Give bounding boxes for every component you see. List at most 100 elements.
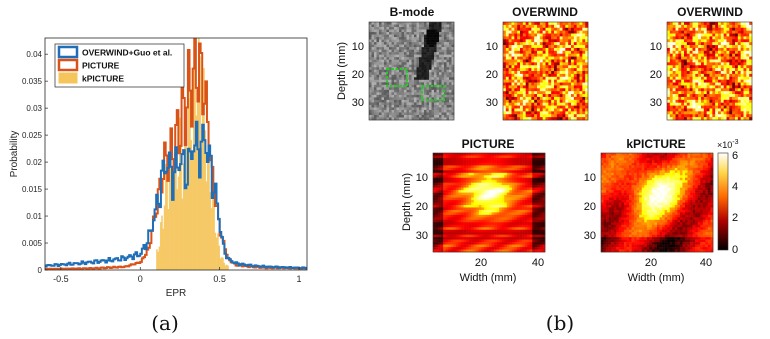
b-mode-pixel: [416, 117, 420, 121]
overwind-pixel: [571, 30, 575, 34]
b-mode-pixel: [424, 84, 427, 88]
picture-pixel: [524, 195, 528, 198]
picture-pixel: [529, 175, 533, 179]
overwind-pixel: [684, 36, 688, 40]
overwind-pixel: [562, 45, 566, 49]
picture-pixel: [473, 217, 477, 221]
b-mode-pixel: [391, 84, 395, 88]
picture-pixel: [453, 214, 457, 218]
picture-pixel: [463, 202, 467, 206]
b-mode-pixel: [446, 64, 450, 68]
overwind-pixel: [706, 42, 710, 46]
picture-pixel: [483, 200, 487, 203]
overwind-pixel: [545, 99, 549, 103]
b-mode-pixel: [384, 112, 387, 116]
overwind-pixel: [695, 68, 699, 72]
overwind-pixel: [737, 53, 741, 57]
histogram-bar-kpicture: [195, 115, 198, 270]
picture-pixel: [461, 200, 464, 203]
b-mode-pixel: [444, 22, 447, 25]
overwind-pixel: [534, 62, 538, 66]
picture-pixel: [440, 229, 444, 233]
b-mode-pixel: [369, 64, 372, 68]
b-mode-pixel: [369, 84, 372, 88]
overwind-pixel: [695, 114, 699, 118]
picture-pixel: [443, 200, 446, 203]
overwind-pixel: [715, 105, 719, 109]
overwind-pixel: [672, 30, 676, 34]
picture-pixel: [514, 227, 518, 230]
picture-pixel: [519, 195, 523, 198]
b-mode-pixel: [451, 49, 455, 53]
b-mode-pixel: [409, 107, 412, 111]
picture-pixel: [524, 160, 528, 164]
b-mode-pixel: [374, 102, 377, 106]
b-mode-pixel: [376, 109, 380, 113]
picture-pixel: [527, 232, 530, 235]
b-mode-pixel: [451, 67, 455, 70]
b-mode-pixel: [411, 109, 415, 113]
overwind-pixel: [528, 50, 532, 54]
overwind-pixel: [551, 88, 555, 92]
picture-pixel: [532, 219, 536, 223]
b-mode-pixel: [369, 107, 372, 111]
overwind-pixel: [531, 108, 535, 112]
b-mode-pixel: [439, 104, 442, 108]
overwind-pixel: [534, 59, 538, 63]
b-mode-pixel: [451, 42, 455, 45]
overwind-pixel: [565, 39, 569, 43]
picture-pixel: [471, 200, 474, 203]
picture-pixel: [458, 170, 462, 174]
picture-pixel: [542, 212, 546, 216]
overwind-pixel: [508, 45, 512, 49]
overwind-pixel: [678, 85, 682, 89]
picture-pixel: [443, 153, 446, 156]
picture-pixel: [534, 172, 538, 176]
overwind-pixel: [503, 22, 507, 26]
b-mode-pixel: [411, 29, 415, 33]
overwind-pixel: [675, 56, 679, 60]
overwind-pixel: [517, 96, 521, 101]
picture-pixel: [496, 190, 500, 193]
overwind-pixel: [562, 65, 566, 69]
picture-pixel: [524, 172, 528, 176]
b-mode-pixel: [374, 87, 377, 91]
overwind-pixel: [548, 56, 552, 60]
b-mode-pixel: [386, 37, 390, 40]
b-mode-pixel: [441, 49, 445, 53]
picture-pixel: [476, 172, 480, 176]
overwind-pixel: [740, 53, 744, 57]
picture-pixel: [481, 214, 485, 218]
y-tick-label: 10: [486, 41, 498, 53]
b-mode-pixel: [391, 99, 395, 103]
b-mode-pixel: [436, 37, 440, 40]
picture-pixel: [542, 190, 546, 193]
b-mode-pixel: [386, 82, 390, 86]
picture-pixel: [534, 182, 538, 186]
picture-pixel: [501, 170, 505, 174]
overwind-pixel: [520, 71, 524, 75]
picture-pixel: [539, 192, 543, 196]
overwind-pixel: [667, 91, 671, 95]
picture-pixel: [483, 197, 487, 201]
b-mode-pixel: [371, 97, 375, 101]
overwind-pixel: [709, 59, 713, 63]
picture-pixel: [534, 207, 538, 211]
b-mode-pixel: [419, 84, 422, 88]
b-mode-pixel: [444, 89, 447, 93]
picture-pixel: [440, 222, 444, 226]
b-mode-pixel: [444, 67, 447, 70]
b-mode-pixel: [424, 67, 427, 70]
b-mode-pixel: [379, 27, 382, 30]
b-mode-pixel: [439, 69, 442, 73]
b-mode-pixel: [394, 72, 397, 76]
picture-pixel: [453, 192, 457, 196]
picture-pixel: [438, 187, 441, 191]
picture-pixel: [504, 192, 508, 196]
overwind-pixel: [749, 45, 753, 49]
overwind-pixel: [520, 82, 524, 86]
b-mode-pixel: [399, 114, 402, 118]
overwind-pixel: [709, 62, 713, 66]
picture-pixel: [435, 237, 439, 240]
overwind-pixel: [686, 88, 690, 92]
